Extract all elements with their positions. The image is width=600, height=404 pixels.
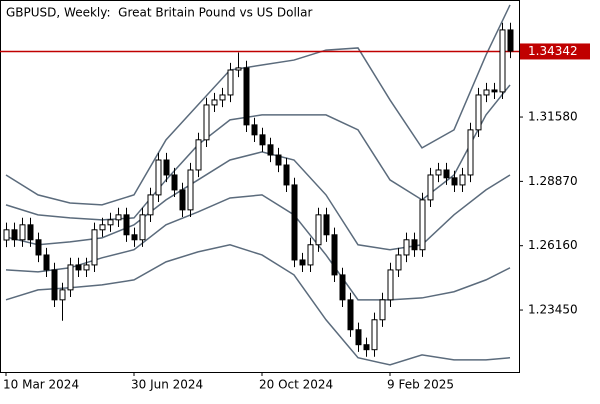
x-tick-label: 9 Feb 2025: [387, 378, 454, 392]
candle-body: [195, 139, 202, 171]
candle-body: [19, 224, 26, 241]
candle-body: [131, 234, 138, 241]
candle-body: [323, 214, 330, 236]
y-tick-label: 1.23450: [528, 303, 578, 317]
candle-body: [427, 174, 434, 201]
candle-body: [315, 214, 322, 246]
candle-body: [443, 169, 450, 179]
candle-body: [283, 164, 290, 186]
candle-body: [27, 224, 34, 241]
candle-body: [171, 174, 178, 191]
candle-body: [59, 289, 66, 301]
candle-body: [379, 299, 386, 321]
candle-body: [67, 264, 74, 291]
candle-body: [363, 344, 370, 351]
candle-body: [483, 89, 490, 96]
y-tick-label: 1.26160: [528, 238, 578, 252]
candle-body: [51, 269, 58, 301]
candle-body: [83, 264, 90, 271]
candle-body: [3, 229, 10, 241]
candle-body: [43, 254, 50, 271]
candle-body: [395, 254, 402, 271]
price-label: 1.34342: [528, 44, 578, 58]
candle-body: [243, 67, 250, 126]
candle-body: [291, 184, 298, 261]
candle-body: [115, 214, 122, 221]
candle-body: [467, 129, 474, 176]
candle-body: [187, 169, 194, 211]
candle-body: [267, 144, 274, 156]
candle-body: [179, 189, 186, 211]
candle-body: [147, 194, 154, 216]
candle-body: [203, 104, 210, 141]
candle-body: [163, 159, 170, 176]
band-line: [5, 194, 511, 301]
candle-body: [331, 234, 338, 276]
candle-body: [99, 224, 106, 231]
candle-body: [435, 169, 442, 176]
band-line: [5, 243, 511, 366]
candle-body: [419, 199, 426, 251]
candle-body: [123, 214, 130, 236]
candle-body: [211, 99, 218, 106]
x-tick-label: 10 Mar 2024: [3, 378, 79, 392]
candle-body: [347, 299, 354, 331]
y-tick-label: 1.28870: [528, 174, 578, 188]
chart-title: GBPUSD, Weekly: Great Britain Pound vs U…: [6, 6, 312, 20]
candle-body: [235, 67, 242, 71]
candle-body: [35, 239, 42, 256]
candle-body: [11, 229, 18, 241]
candle-body: [387, 269, 394, 301]
candle-body: [155, 159, 162, 196]
candle-body: [75, 264, 82, 271]
candle-body: [491, 89, 498, 93]
candle-body: [403, 239, 410, 256]
candle-body: [355, 329, 362, 346]
candle-body: [91, 229, 98, 266]
candle-body: [219, 94, 226, 101]
candle-body: [371, 319, 378, 351]
candle-body: [459, 174, 466, 186]
plot-frame: [0, 0, 520, 373]
y-tick-label: 1.31580: [528, 110, 578, 124]
candle-body: [499, 29, 506, 93]
price-label-box: [520, 43, 590, 60]
x-tick-label: 20 Oct 2024: [259, 378, 333, 392]
candle-body: [299, 259, 306, 266]
band-line: [5, 4, 511, 206]
candle-body: [275, 154, 282, 166]
candle-body: [307, 244, 314, 266]
candle-body: [139, 214, 146, 241]
candle-body: [107, 219, 114, 226]
candle-body: [507, 29, 514, 52]
x-tick-label: 30 Jun 2024: [131, 378, 203, 392]
candle-body: [339, 274, 346, 301]
candle-body: [411, 239, 418, 251]
candle-body: [259, 134, 266, 146]
candle-body: [475, 94, 482, 131]
candle-body: [227, 69, 234, 96]
candle-body: [451, 177, 458, 186]
candle-body: [251, 124, 258, 136]
